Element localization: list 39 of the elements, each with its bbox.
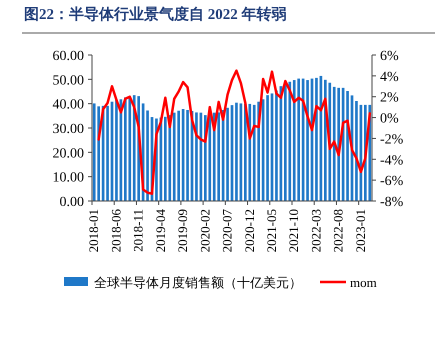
y-tick-label: 50.00	[52, 73, 84, 88]
x-tick-label: 2020-12	[242, 209, 257, 252]
bar	[297, 78, 300, 201]
legend-label: mom	[350, 275, 377, 290]
y2-tick-label: -6%	[380, 174, 404, 190]
y2-tick-label: -8%	[380, 195, 404, 210]
x-tick-label: 2020-02	[197, 209, 212, 252]
x-tick-label: 2018-11	[130, 209, 146, 252]
x-tick-label: 2018-01	[86, 209, 102, 252]
y2-tick-label: 2%	[380, 90, 399, 106]
y-tick-label: 0.00	[60, 195, 84, 210]
x-tick-label: 2018-06	[108, 208, 124, 252]
bar	[128, 97, 132, 201]
y2-tick-label: 4%	[380, 70, 399, 85]
bar	[164, 116, 167, 201]
y2-tick-label: -4%	[380, 153, 404, 168]
x-tick-label: 2020-07	[220, 208, 235, 252]
y2-tick-label: 6%	[380, 49, 399, 64]
y2-tick-label: 0%	[380, 112, 399, 127]
bar	[92, 103, 96, 201]
x-tick-label: 2022-03	[308, 209, 324, 252]
bar	[172, 112, 176, 201]
x-tick-label: 2021-05	[264, 209, 279, 252]
legend-label: 全球半导体月度销售额（十亿美元）	[94, 275, 302, 290]
y2-tick-label: -2%	[380, 132, 404, 148]
chart-title: 图22：半导体行业景气度自 2022 年转弱	[24, 5, 286, 23]
y-tick-label: 30.00	[52, 122, 84, 137]
y-tick-label: 60.00	[52, 49, 84, 64]
y-tick-label: 10.00	[52, 170, 84, 186]
y-tick-label: 20.00	[52, 146, 84, 162]
x-tick-label: 2022-08	[330, 209, 346, 252]
x-tick-label: 2019-04	[152, 208, 168, 252]
x-tick-label: 2019-09	[175, 209, 190, 252]
y-tick-label: 40.00	[52, 98, 84, 113]
x-tick-label: 2023-01	[352, 209, 368, 252]
x-tick-label: 2021-10	[286, 209, 302, 252]
bar	[177, 110, 180, 201]
bar	[292, 80, 296, 201]
bar	[217, 112, 220, 201]
